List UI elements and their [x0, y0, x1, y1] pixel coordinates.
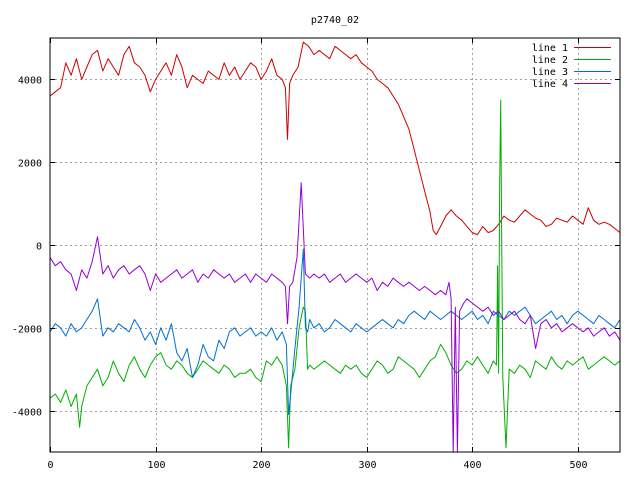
y-tick-label: -4000 — [12, 408, 42, 419]
y-tick-label: 4000 — [18, 76, 42, 87]
legend-label-1: line 1 — [532, 43, 568, 54]
x-tick-label: 500 — [569, 460, 587, 471]
legend-label-2: line 2 — [532, 55, 568, 66]
axes: 0 100 200 300 400 500 -4000 -2000 0 2000 4000 — [12, 38, 620, 471]
legend-label-4: line 4 — [532, 79, 568, 90]
y-tick-label: 0 — [36, 242, 42, 253]
series-line-1 — [50, 41, 620, 236]
x-tick-label: 100 — [147, 460, 165, 471]
legend-label-3: line 3 — [532, 67, 568, 78]
series-line-3 — [50, 248, 620, 416]
series-line-4 — [50, 182, 620, 452]
x-tick-label: 400 — [463, 460, 481, 471]
series-line-2 — [50, 99, 620, 449]
chart-title: p2740_02 — [311, 15, 359, 26]
x-tick-label: 200 — [252, 460, 270, 471]
y-tick-label: -2000 — [12, 325, 42, 336]
series-lines — [50, 41, 620, 452]
x-tick-label: 0 — [47, 460, 53, 471]
x-tick-label: 300 — [358, 460, 376, 471]
y-tick-label: 2000 — [18, 159, 42, 170]
grid — [50, 38, 620, 452]
